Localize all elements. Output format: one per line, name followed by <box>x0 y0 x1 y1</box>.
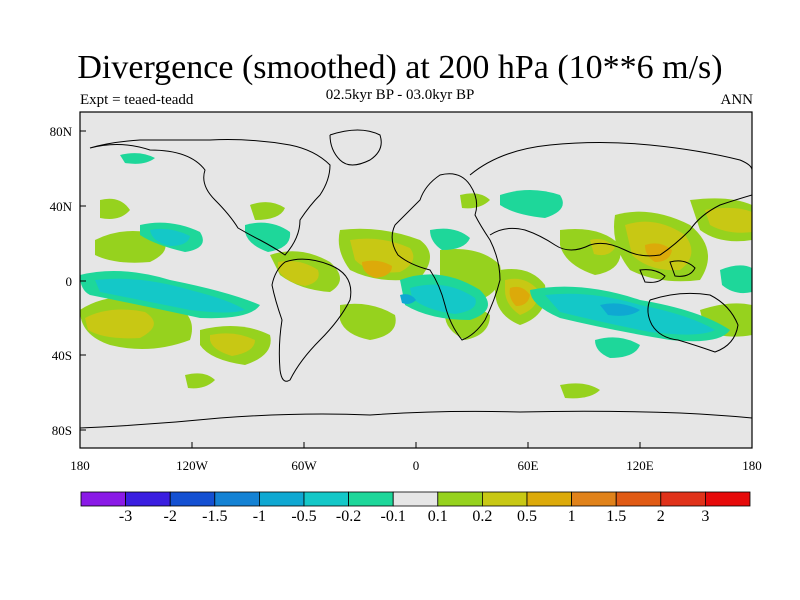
colorbar-swatch <box>660 491 706 507</box>
colorbar-label: -1 <box>252 508 267 525</box>
europe-africa-coast <box>391 173 501 341</box>
maritime-continent-coast <box>639 260 696 283</box>
page-title: Divergence (smoothed) at 200 hPa (10**6 … <box>77 49 723 86</box>
colorbar-swatch <box>348 491 394 507</box>
experiment-label: Expt = teaed-teadd <box>80 92 194 108</box>
colorbar-swatch <box>437 491 483 507</box>
colorbar-label: 1.5 <box>606 508 627 525</box>
lat-tick-label: 80S <box>51 423 72 438</box>
period-label: 02.5kyr BP - 03.0kyr BP <box>325 87 475 103</box>
lon-tick-label: 0 <box>412 458 420 473</box>
lon-tick-label: 60E <box>517 458 539 473</box>
colorbar-label: -3 <box>118 508 133 525</box>
colorbar-swatch <box>258 491 305 507</box>
peak-positive-regions <box>362 243 672 306</box>
colorbar-label: 0.2 <box>472 508 493 525</box>
colorbar-label: 2 <box>656 508 665 525</box>
colorbar-swatch <box>615 491 662 507</box>
colorbar-swatch <box>526 491 572 507</box>
map-field <box>80 112 752 448</box>
colorbar-swatch <box>392 491 439 507</box>
lat-tick-label: 40S <box>51 348 72 363</box>
colorbar-swatch <box>481 491 528 507</box>
colorbar-label: 0.5 <box>517 508 537 525</box>
asia-coast <box>469 142 752 257</box>
colorbar-swatch <box>303 491 349 507</box>
colorbar-label: -1.5 <box>202 508 228 525</box>
lon-tick-label: 180 <box>70 458 90 473</box>
lat-tick-label: 0 <box>65 274 73 289</box>
colorbar-swatch <box>80 491 126 507</box>
axis-ticks <box>79 130 753 448</box>
lon-tick-label: 120W <box>176 458 208 473</box>
coastlines <box>80 129 752 429</box>
colorbar-label: -0.5 <box>291 508 317 525</box>
colorbar <box>80 491 751 507</box>
australia-coast <box>647 292 739 353</box>
colorbar-swatch <box>125 491 171 507</box>
north-america-coast <box>89 139 331 256</box>
colorbar-label: 0.1 <box>427 508 448 525</box>
greenland-coast <box>329 129 382 166</box>
peak-negative-regions <box>400 294 640 316</box>
lat-tick-label: 80N <box>49 124 72 139</box>
colorbar-swatch <box>705 491 751 507</box>
colorbar-label: -0.1 <box>380 508 406 525</box>
colorbar-swatch <box>214 491 260 507</box>
colorbar-label: -2 <box>163 508 177 525</box>
colorbar-label: 1 <box>567 508 576 525</box>
colorbar-label: -0.2 <box>335 508 362 525</box>
lat-tick-label: 40N <box>49 199 72 214</box>
season-label: ANN <box>720 92 754 108</box>
colorbar-swatch <box>169 491 216 507</box>
colorbar-swatch <box>571 491 617 507</box>
lon-tick-label: 180 <box>742 458 762 473</box>
south-america-coast <box>271 258 352 382</box>
lon-tick-label: 60W <box>291 458 317 473</box>
colorbar-label: 3 <box>701 508 710 525</box>
antarctica-coast <box>80 410 752 429</box>
lon-tick-label: 120E <box>626 458 654 473</box>
